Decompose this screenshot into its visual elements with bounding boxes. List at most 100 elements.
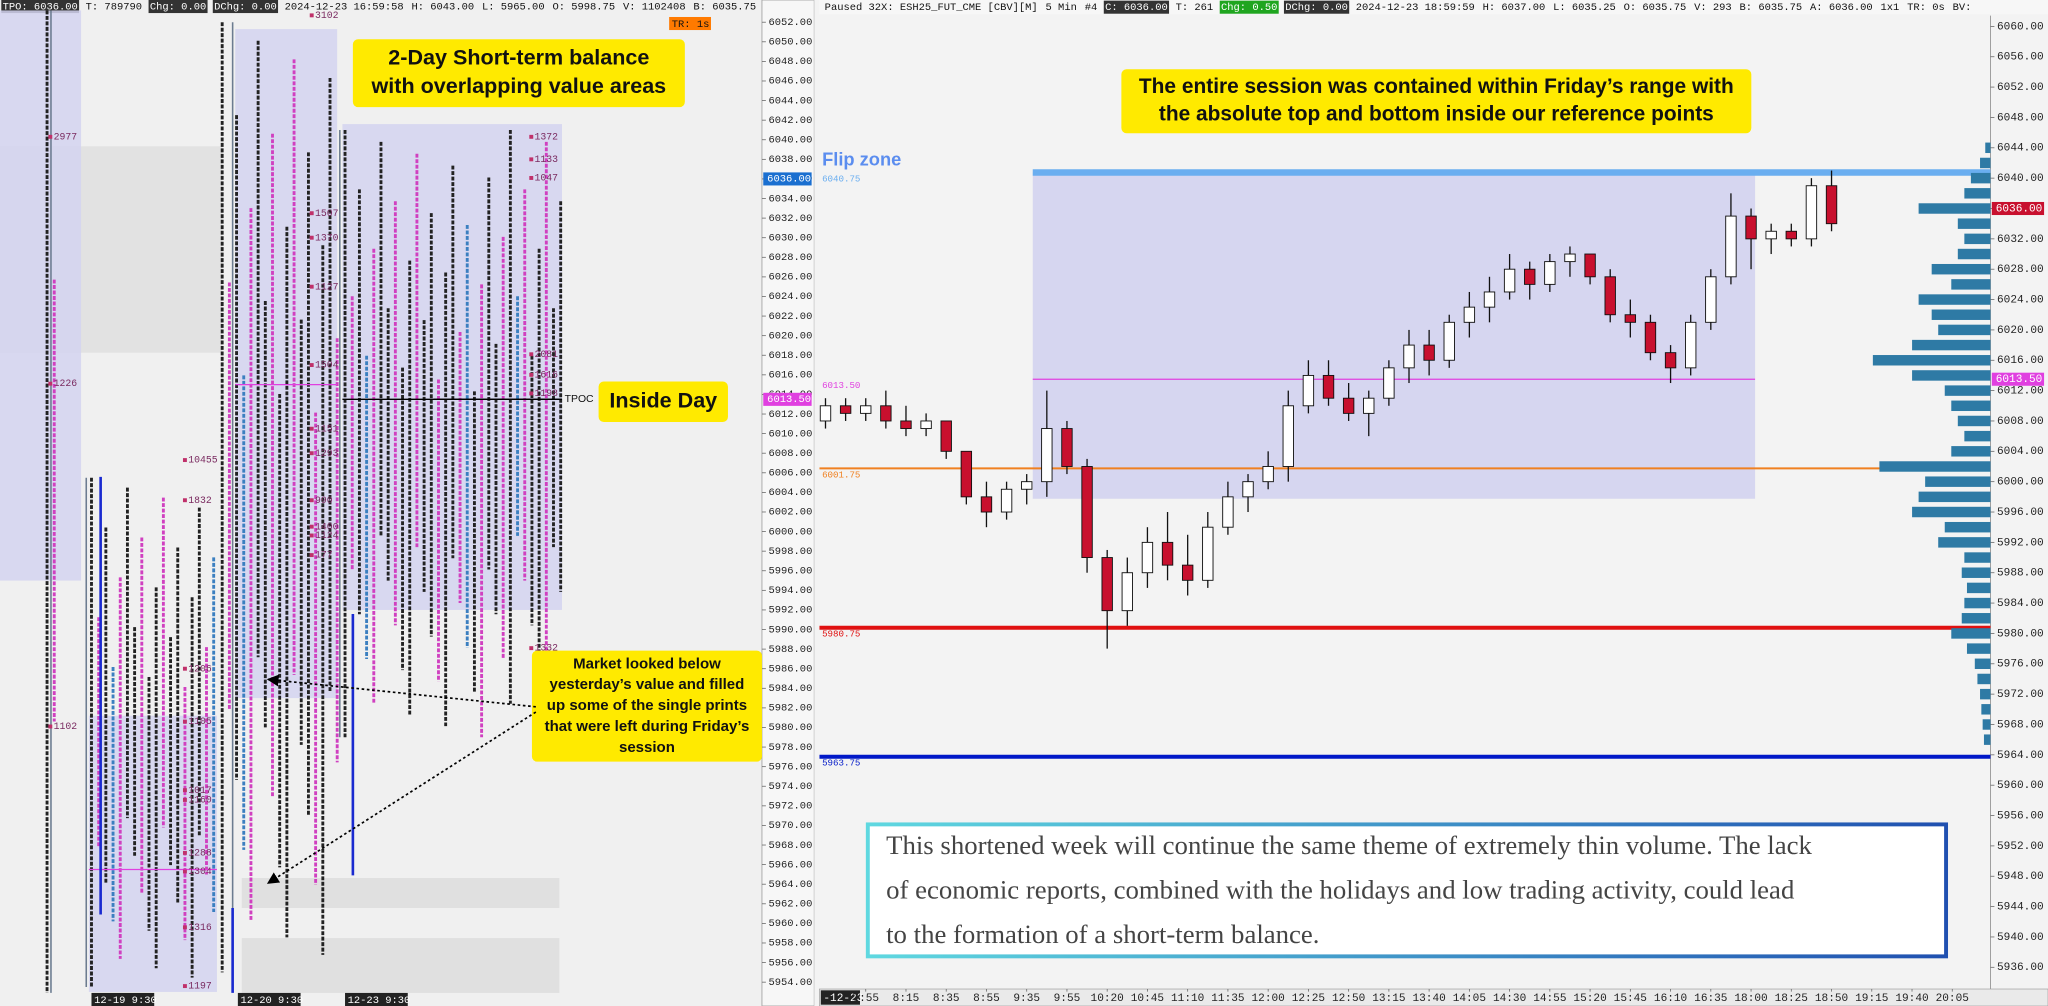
candle-body bbox=[1181, 564, 1194, 581]
tag-marker bbox=[529, 175, 534, 180]
y-tick-label: 5984.00 bbox=[768, 683, 812, 695]
y-tick-label: 6040.00 bbox=[1997, 173, 2044, 185]
x-tick-label: 12:50 bbox=[1332, 993, 1365, 1005]
shade bbox=[241, 938, 560, 993]
header-field: T: 261 bbox=[1176, 2, 1214, 14]
tag-marker bbox=[48, 134, 53, 139]
header-highlight bbox=[148, 0, 208, 14]
x-tick-label: 12:25 bbox=[1292, 993, 1325, 1005]
y-tick-label: 5968.00 bbox=[1997, 719, 2044, 731]
x-tick-label: 14:05 bbox=[1453, 993, 1486, 1005]
y-tick-label: 5976.00 bbox=[768, 761, 812, 773]
candle-body bbox=[940, 420, 952, 452]
header-highlight bbox=[1283, 0, 1350, 14]
volume-bar bbox=[1938, 537, 1991, 548]
level-label: 5980.75 bbox=[822, 629, 860, 640]
y-tick-label: 5952.00 bbox=[1997, 841, 2044, 853]
annotation-text: that were left during Friday’s bbox=[545, 718, 750, 735]
y-tick-label: 6030.00 bbox=[768, 232, 812, 244]
volume-bar bbox=[1964, 188, 1991, 199]
candle-body bbox=[960, 450, 973, 498]
tag-value: 1102 bbox=[54, 721, 78, 732]
y-tick-label: 5972.00 bbox=[768, 801, 812, 813]
header-field: 5 Min bbox=[1046, 2, 1077, 14]
tag-marker bbox=[182, 788, 187, 793]
y-tick-label: 6046.00 bbox=[768, 76, 812, 88]
volume-bar bbox=[1872, 355, 1991, 366]
price-tag-bg bbox=[1991, 372, 2045, 386]
y-tick-label: 5992.00 bbox=[1997, 537, 2044, 549]
y-tick-label: 6000.00 bbox=[1997, 477, 2044, 489]
tag-value: 1370 bbox=[315, 232, 339, 243]
tag-value: 1151 bbox=[315, 423, 339, 434]
header-field: O: 5998.75 bbox=[552, 1, 615, 13]
y-tick-label: 5980.00 bbox=[768, 722, 812, 734]
x-start-label: -12-23 bbox=[823, 993, 863, 1005]
candle-body bbox=[1202, 526, 1214, 581]
candle-body bbox=[1161, 541, 1174, 566]
y-tick-label: 6028.00 bbox=[768, 252, 812, 264]
tag-value: 1197 bbox=[188, 981, 212, 992]
note-text: to the formation of a short-term balance… bbox=[886, 919, 1319, 949]
candle-body bbox=[1483, 291, 1496, 308]
x-tick-label: 11:10 bbox=[1171, 993, 1204, 1005]
y-tick-label: 6052.00 bbox=[768, 17, 812, 29]
annotation-box bbox=[352, 39, 685, 108]
header-field: TR: 0s bbox=[1907, 2, 1945, 14]
tag-bg bbox=[669, 16, 711, 31]
tag-value: 1332 bbox=[535, 643, 559, 654]
x-tick-label: 19:40 bbox=[1895, 993, 1928, 1005]
volume-bar bbox=[1951, 628, 1991, 639]
candle-body bbox=[1584, 253, 1596, 278]
y-tick-label: 5976.00 bbox=[1997, 659, 2044, 671]
volume-bar bbox=[1957, 218, 1991, 229]
x-tick-label: 18:25 bbox=[1775, 993, 1808, 1005]
shade bbox=[241, 877, 560, 909]
session-label-bg bbox=[91, 992, 155, 1006]
tag-value: 1288 bbox=[188, 847, 212, 858]
tag-marker bbox=[529, 352, 534, 357]
arrow bbox=[266, 711, 537, 884]
candle-body bbox=[1664, 352, 1677, 369]
tag-value: 1400 bbox=[315, 521, 339, 532]
candle-body bbox=[1564, 253, 1576, 263]
x-tick-label: 15:45 bbox=[1614, 993, 1647, 1005]
volume-bar bbox=[1912, 506, 1991, 518]
y-tick-label: 6040.00 bbox=[768, 135, 812, 147]
x-tick-label: 18:00 bbox=[1734, 993, 1767, 1005]
flip-label: Flip zone bbox=[822, 149, 901, 170]
y-tick-label: 6044.00 bbox=[1997, 143, 2044, 155]
tag-marker bbox=[182, 798, 187, 802]
price-tag-bg bbox=[1991, 201, 2045, 216]
header-field: Paused 32X: ESH25_FUT_CME [CBV][M] bbox=[825, 2, 1038, 14]
candle-body bbox=[1604, 276, 1616, 316]
y-tick-label: 5954.00 bbox=[768, 977, 812, 989]
candle-body bbox=[1041, 428, 1053, 483]
volume-bar bbox=[1964, 430, 1991, 442]
header-field: L: 5965.00 bbox=[482, 1, 545, 13]
y-tick-label: 5962.00 bbox=[768, 899, 812, 911]
tag-marker bbox=[182, 498, 187, 503]
header-field: DChg: 0.00 bbox=[214, 1, 277, 13]
header-field: L: 6035.25 bbox=[1553, 2, 1616, 14]
candle-body bbox=[1785, 230, 1797, 240]
x-tick-label: 7:55 bbox=[852, 993, 879, 1005]
y-tick-label: 5968.00 bbox=[768, 840, 812, 852]
header-field: BV: bbox=[1953, 2, 1972, 14]
y-tick-label: 6034.00 bbox=[768, 193, 812, 205]
tag-value: 1105 bbox=[188, 716, 212, 727]
tag-marker bbox=[48, 724, 53, 729]
y-tick-label: 5994.00 bbox=[768, 585, 812, 597]
y-tick-label: 5970.00 bbox=[768, 820, 812, 832]
candle-body bbox=[1222, 496, 1234, 528]
price-tag: 6013.50 bbox=[767, 394, 811, 406]
x-tick-label: 10:45 bbox=[1131, 993, 1164, 1005]
annotation-box bbox=[531, 650, 762, 762]
tag-value: 1133 bbox=[535, 154, 559, 165]
annotation-text: the absolute top and bottom inside our r… bbox=[1159, 102, 1714, 125]
tag-value: 2081 bbox=[535, 349, 559, 360]
candle-body bbox=[1363, 397, 1375, 414]
header-field: #4 bbox=[1085, 2, 1098, 14]
x-tick-label: 8:55 bbox=[973, 993, 1000, 1005]
